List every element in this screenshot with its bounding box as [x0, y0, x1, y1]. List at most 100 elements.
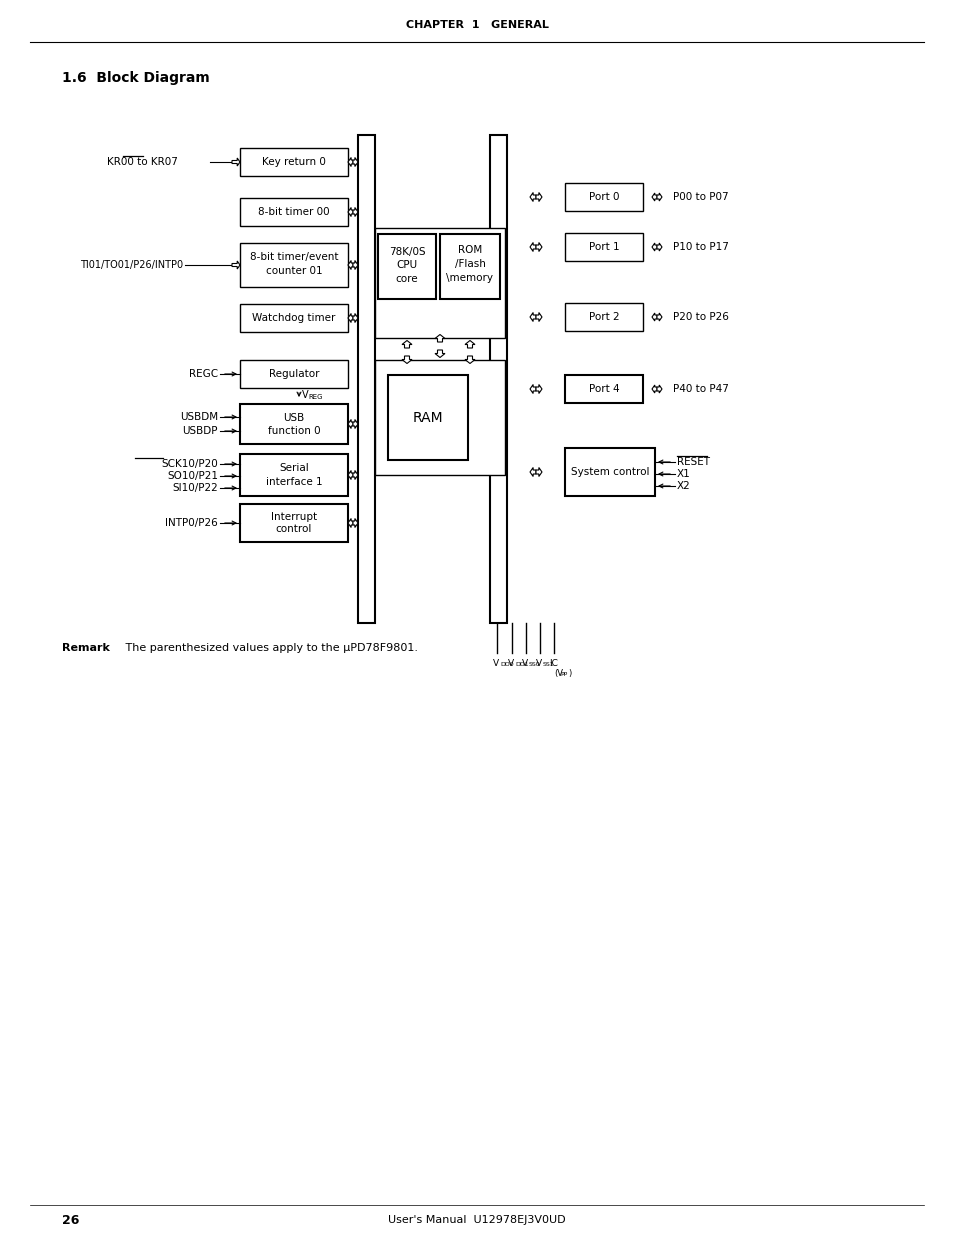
Polygon shape [536, 384, 541, 394]
Text: RAM: RAM [413, 410, 443, 425]
Text: System control: System control [570, 467, 649, 477]
Bar [240, 148, 348, 177]
Polygon shape [464, 356, 475, 363]
Text: 26: 26 [62, 1214, 79, 1226]
Text: INTP0/P26: INTP0/P26 [165, 517, 218, 529]
Polygon shape [348, 420, 353, 429]
Text: 1.6  Block Diagram: 1.6 Block Diagram [62, 70, 210, 85]
Text: Serial: Serial [279, 463, 309, 473]
Bar [564, 448, 655, 496]
Polygon shape [435, 335, 444, 342]
Text: 78K/0S: 78K/0S [388, 247, 425, 257]
Polygon shape [348, 519, 353, 527]
Polygon shape [657, 312, 661, 321]
Polygon shape [657, 385, 661, 393]
Bar [240, 504, 348, 542]
Text: KR00 to KR07: KR00 to KR07 [107, 157, 178, 167]
Text: V: V [536, 659, 541, 668]
Polygon shape [530, 193, 536, 201]
Polygon shape [657, 243, 661, 251]
Text: ROM: ROM [457, 245, 481, 254]
Text: P40 to P47: P40 to P47 [672, 384, 728, 394]
Bar [240, 304, 348, 332]
Text: V: V [521, 659, 528, 668]
Polygon shape [530, 468, 536, 477]
Polygon shape [353, 261, 357, 269]
Text: 8-bit timer/event: 8-bit timer/event [250, 252, 338, 262]
Polygon shape [348, 261, 353, 269]
Polygon shape [401, 341, 412, 348]
Text: USB: USB [283, 412, 304, 424]
Text: P10 to P17: P10 to P17 [672, 242, 728, 252]
Text: (V: (V [554, 669, 562, 678]
Text: control: control [275, 524, 312, 534]
Text: TI01/TO01/P26/INTP0: TI01/TO01/P26/INTP0 [80, 261, 183, 270]
Polygon shape [348, 207, 353, 216]
Bar [375, 359, 504, 475]
Bar [564, 375, 642, 403]
Polygon shape [651, 385, 657, 393]
Polygon shape [353, 471, 357, 479]
Bar [240, 198, 348, 226]
Bar [240, 404, 348, 445]
Polygon shape [348, 471, 353, 479]
Text: /Flash: /Flash [454, 259, 485, 269]
Polygon shape [530, 242, 536, 252]
Bar [388, 375, 468, 459]
Text: V: V [302, 390, 309, 400]
Polygon shape [353, 158, 357, 167]
Text: The parenthesized values apply to the μPD78F9801.: The parenthesized values apply to the μP… [115, 643, 417, 653]
Polygon shape [232, 261, 240, 269]
Text: Port 2: Port 2 [588, 312, 618, 322]
Text: CHAPTER  1   GENERAL: CHAPTER 1 GENERAL [405, 20, 548, 30]
Text: DD0: DD0 [499, 662, 513, 667]
Polygon shape [401, 356, 412, 363]
Bar [490, 135, 506, 622]
Polygon shape [353, 519, 357, 527]
Polygon shape [530, 312, 536, 321]
Bar [564, 233, 642, 261]
Polygon shape [651, 243, 657, 251]
Text: DD1: DD1 [515, 662, 528, 667]
Text: P00 to P07: P00 to P07 [672, 191, 728, 203]
Text: PP: PP [559, 672, 567, 677]
Text: REG: REG [308, 394, 322, 400]
Text: core: core [395, 274, 417, 284]
Bar [357, 135, 375, 622]
Polygon shape [348, 158, 353, 167]
Bar [375, 228, 504, 338]
Text: SI10/P22: SI10/P22 [172, 483, 218, 493]
Polygon shape [536, 468, 541, 477]
Text: ): ) [567, 669, 571, 678]
Text: V: V [507, 659, 514, 668]
Text: function 0: function 0 [268, 426, 320, 436]
Text: interface 1: interface 1 [265, 477, 322, 487]
Polygon shape [536, 312, 541, 321]
Text: RESET: RESET [677, 457, 709, 467]
Text: Port 1: Port 1 [588, 242, 618, 252]
Text: counter 01: counter 01 [265, 266, 322, 275]
Text: Watchdog timer: Watchdog timer [252, 312, 335, 324]
Polygon shape [536, 242, 541, 252]
Text: CPU: CPU [396, 261, 417, 270]
Polygon shape [353, 207, 357, 216]
Polygon shape [464, 341, 475, 348]
Polygon shape [657, 193, 661, 201]
Bar [564, 303, 642, 331]
Text: User's Manual  U12978EJ3V0UD: User's Manual U12978EJ3V0UD [388, 1215, 565, 1225]
Text: \memory: \memory [446, 273, 493, 283]
Polygon shape [651, 193, 657, 201]
Text: Key return 0: Key return 0 [262, 157, 326, 167]
Polygon shape [348, 314, 353, 322]
Text: Remark: Remark [62, 643, 110, 653]
Bar [564, 183, 642, 211]
Polygon shape [353, 314, 357, 322]
Text: Regulator: Regulator [269, 369, 319, 379]
Text: SS1: SS1 [542, 662, 554, 667]
Bar [240, 243, 348, 287]
Polygon shape [536, 193, 541, 201]
Text: SCK10/P20: SCK10/P20 [161, 459, 218, 469]
Bar [439, 233, 499, 299]
Polygon shape [651, 312, 657, 321]
Polygon shape [530, 384, 536, 394]
